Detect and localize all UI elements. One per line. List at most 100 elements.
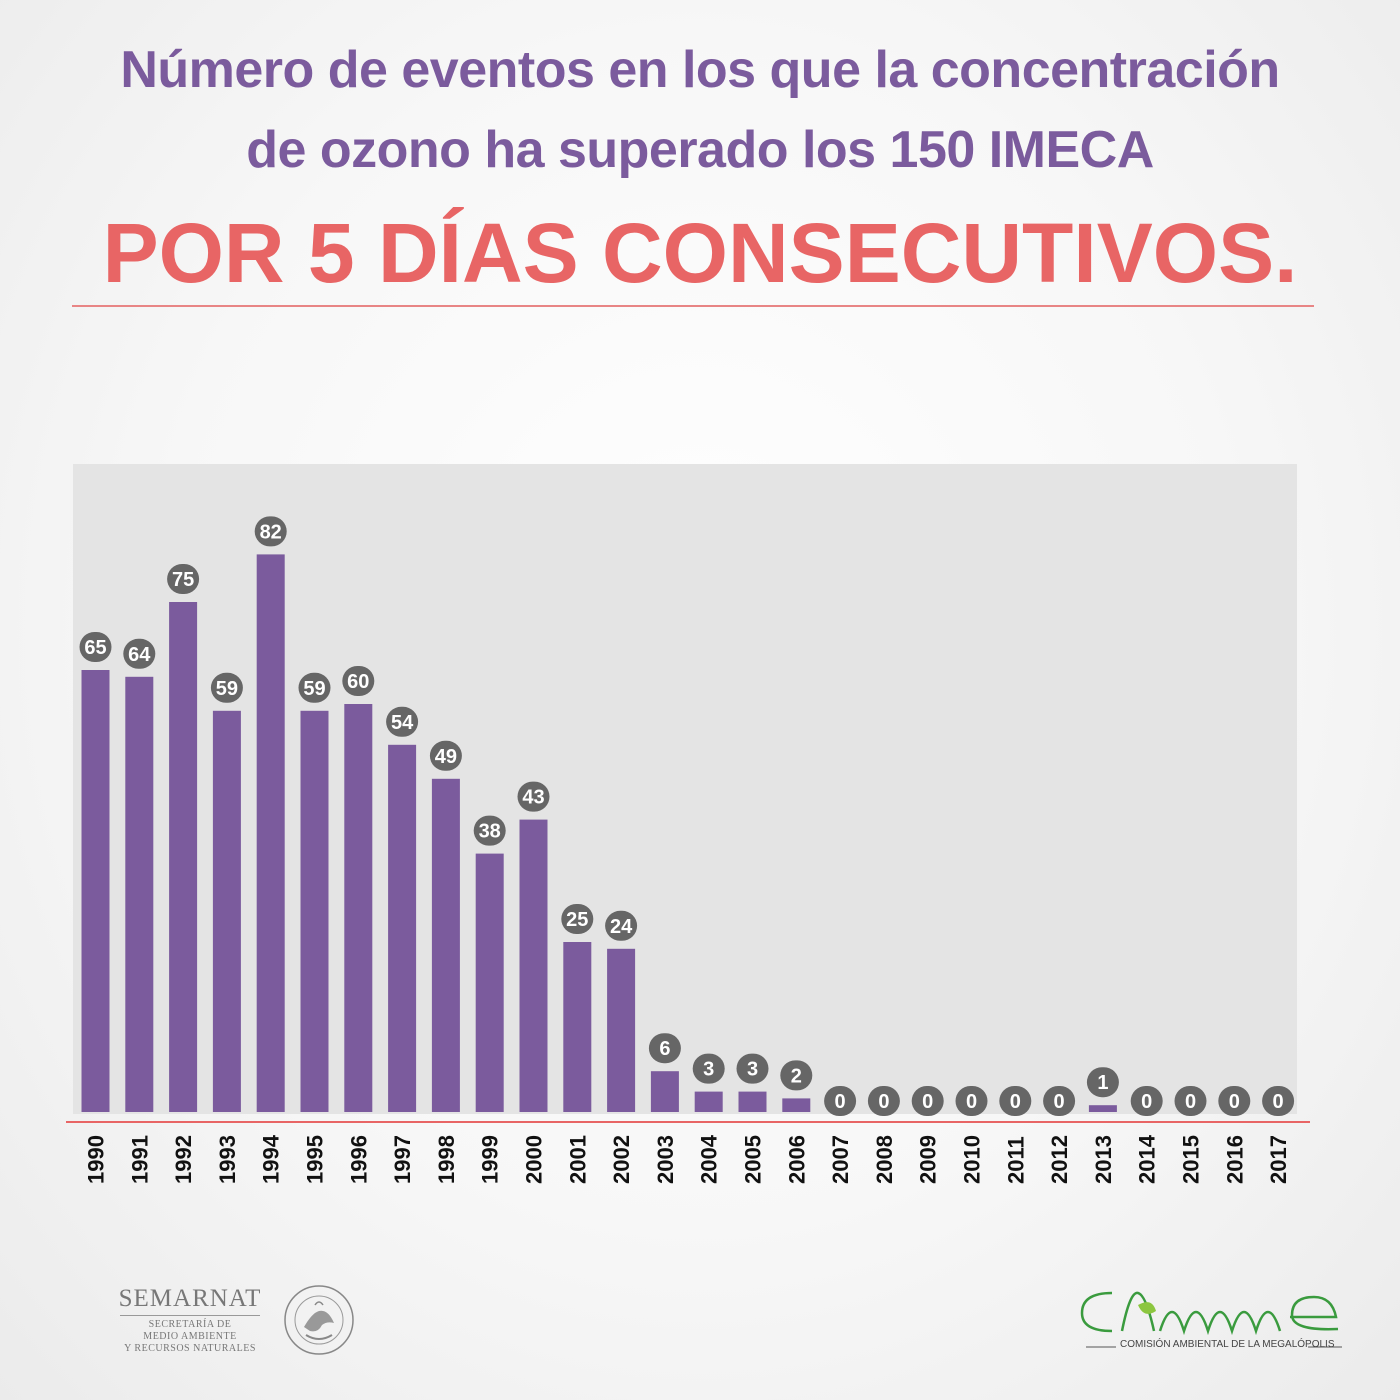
bar-1991 [125,676,154,1112]
data-label-bubble-1991 [123,638,156,669]
data-label-bubble-2017 [1262,1086,1295,1116]
data-label-2015: 0 [1185,1091,1196,1113]
bar-2000 [519,819,548,1112]
data-label-bubble-2010 [955,1086,988,1116]
national-seal-logo [282,1283,356,1362]
data-label-2017: 0 [1273,1091,1284,1113]
x-tick-label-2008: 2008 [872,1135,897,1184]
data-label-bubble-2008 [867,1086,900,1116]
data-label-2006: 2 [791,1065,802,1087]
data-label-2001: 25 [566,909,588,931]
data-label-bubble-1993 [210,672,243,703]
data-label-2004: 3 [703,1059,714,1081]
data-label-2010: 0 [966,1091,977,1113]
data-label-2003: 6 [659,1038,670,1060]
bar-2006 [782,1098,811,1112]
data-label-1992: 75 [172,569,194,591]
data-label-1995: 59 [303,678,325,700]
x-tick-label-2000: 2000 [522,1135,547,1184]
semarnat-logo-subtitle-2: MEDIO AMBIENTE [143,1331,237,1342]
data-label-bubble-2015 [1174,1086,1207,1116]
data-label-bubble-1990 [79,632,112,662]
national-seal-icon [284,1285,354,1355]
data-label-bubble-2003 [648,1033,681,1064]
chart-title-line-2: de ozono ha superado los 150 IMECA [246,121,1154,179]
x-tick-label-2005: 2005 [741,1135,766,1184]
data-label-2016: 0 [1229,1091,1240,1113]
data-label-1991: 64 [128,644,151,666]
x-tick-label-2011: 2011 [1003,1136,1028,1184]
bar-2013 [1088,1105,1117,1112]
bar-1996 [344,704,373,1112]
data-label-bubble-2011 [999,1086,1032,1116]
x-tick-label-1996: 1996 [346,1135,371,1184]
chart-title-line-3: POR 5 DÍAS CONSECUTIVOS. [102,206,1298,300]
chart-title-line-1: Número de eventos en los que la concentr… [120,41,1280,99]
data-label-bubble-2009 [911,1086,944,1116]
data-label-bubble-1998 [429,740,462,771]
bar-2002 [607,948,636,1112]
data-label-bubble-1997 [386,706,419,737]
data-label-2000: 43 [522,787,544,809]
x-tick-label-1992: 1992 [171,1135,196,1184]
data-label-bubble-2016 [1218,1086,1251,1116]
semarnat-logo-subtitle-1: SECRETARÍA DE [148,1319,232,1330]
data-label-bubble-2012 [1043,1086,1076,1116]
data-label-2005: 3 [747,1059,758,1081]
bar-2004 [694,1091,723,1112]
plot-area [73,464,1297,1114]
x-tick-label-2009: 2009 [916,1135,941,1184]
data-label-bubble-2002 [605,910,638,941]
semarnat-logo-subtitle-3: Y RECURSOS NATURALES [124,1343,256,1354]
x-tick-label-1993: 1993 [215,1135,240,1184]
data-label-2007: 0 [835,1091,846,1113]
data-label-1993: 59 [216,678,238,700]
semarnat-logo-divider [120,1315,260,1316]
x-tick-label-2001: 2001 [565,1135,590,1184]
x-tick-label-1995: 1995 [303,1135,328,1184]
data-label-1998: 49 [435,746,457,768]
data-label-bubble-1994 [254,516,287,547]
bar-2005 [738,1091,767,1112]
x-tick-label-2006: 2006 [784,1135,809,1184]
x-tick-label-1990: 1990 [84,1135,109,1184]
data-label-bubble-2005 [736,1053,769,1084]
data-label-bubble-2007 [824,1086,857,1116]
data-label-bubble-2004 [692,1053,725,1084]
came-logo-name: COMISIÓN AMBIENTAL DE LA MEGALÓPOLIS [1120,1339,1335,1350]
data-label-1999: 38 [479,821,501,843]
data-label-1994: 82 [260,521,282,543]
bar-2001 [563,942,592,1112]
data-label-bubble-1999 [473,815,506,846]
x-tick-label-2007: 2007 [828,1135,853,1184]
x-tick-label-2003: 2003 [653,1135,678,1184]
bar-2003 [650,1071,679,1112]
data-label-2013: 1 [1097,1072,1108,1094]
data-label-bubble-2014 [1130,1086,1163,1116]
data-label-bubble-2006 [780,1060,813,1091]
bar-1990 [81,670,110,1112]
x-tick-label-2013: 2013 [1091,1135,1116,1184]
x-tick-label-2004: 2004 [697,1134,722,1184]
x-tick-label-2010: 2010 [960,1135,985,1184]
data-label-bubble-2000 [517,781,550,812]
semarnat-logo-name: SEMARNAT [118,1285,262,1312]
bar-1999 [475,853,504,1112]
x-tick-label-1998: 1998 [434,1135,459,1184]
data-label-bubble-2001 [561,904,594,934]
data-label-1997: 54 [391,712,414,734]
x-tick-label-1997: 1997 [390,1135,415,1184]
data-label-2002: 24 [610,916,633,938]
semarnat-logo: SEMARNAT SECRETARÍA DE MEDIO AMBIENTE Y … [110,1285,270,1355]
bar-1995 [300,710,329,1112]
x-tick-label-2015: 2015 [1179,1135,1204,1184]
data-label-bubble-1996 [342,666,375,696]
bar-1994 [256,554,285,1112]
data-label-1990: 65 [84,637,106,659]
x-tick-label-1999: 1999 [478,1135,503,1184]
bar-1997 [388,744,417,1112]
bar-1992 [169,602,198,1112]
bar-1993 [212,710,241,1112]
data-label-2009: 0 [922,1091,933,1113]
